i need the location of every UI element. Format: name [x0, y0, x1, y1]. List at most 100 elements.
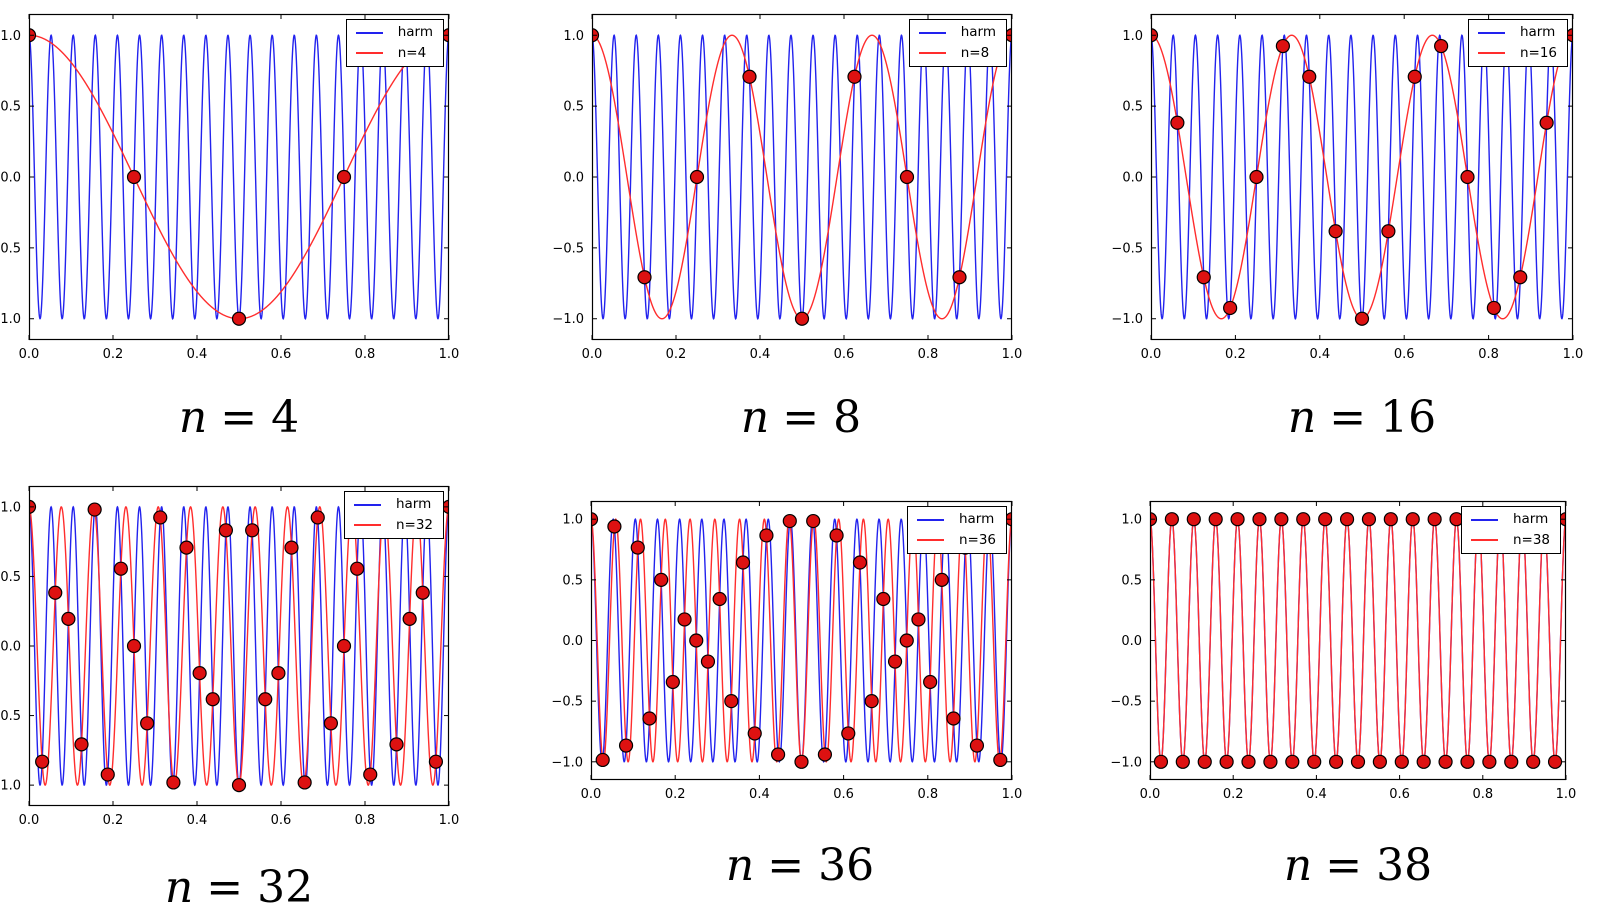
- legend-entry-harm: harm: [355, 24, 433, 40]
- svg-text:0.5: 0.5: [0, 100, 21, 115]
- svg-text:0.5: 0.5: [1122, 100, 1143, 115]
- caption-value: = 16: [1329, 392, 1437, 443]
- svg-text:0.0: 0.0: [581, 787, 602, 802]
- legend-entry-harm: harm: [918, 24, 996, 40]
- harm-line-swatch: [355, 31, 383, 34]
- svg-text:0.4: 0.4: [1309, 347, 1330, 362]
- svg-text:0.8: 0.8: [917, 787, 938, 802]
- caption-value: = 8: [782, 392, 862, 443]
- caption-value: = 4: [220, 392, 300, 443]
- svg-text:−1.0: −1.0: [551, 755, 583, 770]
- subplot-n8: 0.0 0.2 0.4 0.6 0.8 1.0 1.0 0.5 0.0 −0.5 −1.0 harm…: [552, 13, 1022, 362]
- svg-text:0.0: 0.0: [1122, 171, 1143, 186]
- svg-text:1.0: 1.0: [439, 813, 460, 828]
- legend-label-harm: harm: [397, 24, 433, 40]
- svg-text:1.0: 1.0: [562, 513, 583, 528]
- svg-text:0.4: 0.4: [1306, 787, 1327, 802]
- legend-entry-harm: harm: [1470, 511, 1550, 527]
- caption-value: = 38: [1325, 840, 1433, 891]
- legend-label-harm: harm: [958, 511, 995, 527]
- caption-n16: n = 16: [1288, 396, 1436, 440]
- harm-curve: [29, 33, 449, 321]
- alias-line-swatch: [916, 539, 944, 542]
- sample-markers: [29, 499, 449, 793]
- harm-line-swatch: [1470, 518, 1498, 521]
- svg-text:−0.5: −0.5: [1111, 241, 1143, 256]
- alias-line-swatch: [918, 52, 946, 55]
- svg-text:0.2: 0.2: [666, 347, 687, 362]
- legend-label-harm: harm: [960, 24, 996, 40]
- sample-markers: [29, 28, 449, 326]
- sample-markers: [592, 28, 1012, 326]
- legend-label-alias: n=36: [958, 531, 996, 548]
- svg-text:0.0: 0.0: [0, 640, 21, 655]
- subplot-n38: 0.0 0.2 0.4 0.6 0.8 1.0 1.0 0.5 0.0 −0.5 −1.0 harm…: [1110, 500, 1576, 802]
- caption-n8: n = 8: [741, 396, 861, 440]
- legend-entry-alias: n=38: [1470, 531, 1550, 548]
- svg-text:−1.0: −1.0: [1111, 312, 1143, 327]
- svg-text:−1.0: −1.0: [552, 312, 584, 327]
- legend-entry-alias: n=36: [916, 531, 996, 548]
- legend-entry-alias: n=32: [353, 518, 433, 533]
- legend: harm n=36: [906, 506, 1007, 554]
- legend-label-harm: harm: [1512, 511, 1549, 527]
- svg-text:0.0: 0.0: [1141, 347, 1162, 362]
- caption-n4: n = 4: [179, 396, 299, 440]
- svg-text:0.8: 0.8: [355, 347, 376, 362]
- svg-text:0.6: 0.6: [833, 787, 854, 802]
- plot-area: [591, 512, 1012, 769]
- svg-text:0.0: 0.0: [562, 634, 583, 649]
- svg-text:0.5: 0.5: [1121, 573, 1142, 588]
- svg-text:0.5: 0.5: [0, 570, 21, 585]
- tick-labels: 0.0 0.2 0.4 0.6 0.8 1.0 1.0 0.5 0.0 −0.5 −1.0: [551, 501, 1022, 802]
- caption-variable: n: [740, 392, 770, 443]
- svg-text:1.0: 1.0: [1121, 513, 1142, 528]
- svg-text:0.2: 0.2: [1225, 347, 1246, 362]
- svg-text:0.6: 0.6: [1389, 787, 1410, 802]
- svg-text:0.2: 0.2: [1223, 787, 1244, 802]
- legend-entry-alias: n=16: [1477, 46, 1557, 61]
- sample-markers: [591, 512, 1012, 769]
- harm-curve: [591, 518, 1012, 763]
- svg-text:0.0: 0.0: [582, 347, 603, 362]
- svg-text:0.6: 0.6: [1394, 347, 1415, 362]
- legend-label-alias: n=4: [397, 44, 427, 61]
- svg-text:0.6: 0.6: [834, 347, 855, 362]
- legend: harm n=8: [908, 19, 1007, 67]
- tick-labels: 0.0 0.2 0.4 0.6 0.8 1.0 1.0 0.5 0.0 −0.5 −1.0: [0, 486, 459, 828]
- harm-line-swatch: [1477, 31, 1505, 34]
- sample-markers: [1151, 28, 1573, 326]
- caption-value: = 32: [206, 862, 314, 913]
- svg-text:1.0: 1.0: [1002, 787, 1023, 802]
- svg-text:−1.0: −1.0: [1110, 755, 1142, 770]
- svg-text:1.0: 1.0: [1556, 787, 1577, 802]
- legend: harm n=4: [345, 19, 444, 67]
- tick-labels: 0.0 0.2 0.4 0.6 0.8 1.0 1.0 0.5 0.0 −0.5 −1.0: [1111, 14, 1583, 362]
- svg-text:1.0: 1.0: [563, 29, 584, 44]
- svg-text:1.0: 1.0: [1002, 347, 1023, 362]
- legend-label-alias: n=38: [1512, 531, 1550, 548]
- harm-curve: [29, 505, 449, 787]
- svg-text:0.0: 0.0: [1140, 787, 1161, 802]
- svg-text:0.2: 0.2: [665, 787, 686, 802]
- svg-text:0.4: 0.4: [187, 347, 208, 362]
- svg-text:0.5: 0.5: [562, 573, 583, 588]
- svg-text:0.4: 0.4: [749, 787, 770, 802]
- plot-area: [1151, 28, 1573, 326]
- svg-text:−1.0: −1.0: [0, 779, 21, 794]
- caption-variable: n: [164, 862, 194, 913]
- svg-text:0.8: 0.8: [355, 813, 376, 828]
- legend-label-harm: harm: [1519, 24, 1556, 40]
- caption-n36: n = 36: [726, 844, 874, 888]
- svg-text:−0.5: −0.5: [552, 241, 584, 256]
- harm-line-swatch: [916, 518, 944, 521]
- alias-line-swatch: [355, 52, 383, 55]
- harm-line-swatch: [353, 503, 381, 506]
- svg-text:0.8: 0.8: [1472, 787, 1493, 802]
- svg-text:1.0: 1.0: [439, 347, 460, 362]
- subplot-n36: 0.0 0.2 0.4 0.6 0.8 1.0 1.0 0.5 0.0 −0.5 −1.0 harm…: [551, 500, 1022, 802]
- caption-value: = 36: [767, 840, 875, 891]
- svg-text:−0.5: −0.5: [551, 695, 583, 710]
- tick-labels: 0.0 0.2 0.4 0.6 0.8 1.0 1.0 0.5 0.0 −0.5 −1.0: [0, 14, 459, 362]
- axes-canvas: 0.0 0.2 0.4 0.6 0.8 1.0 1.0 0.5 0.0 −0.5 −1.0: [0, 13, 459, 362]
